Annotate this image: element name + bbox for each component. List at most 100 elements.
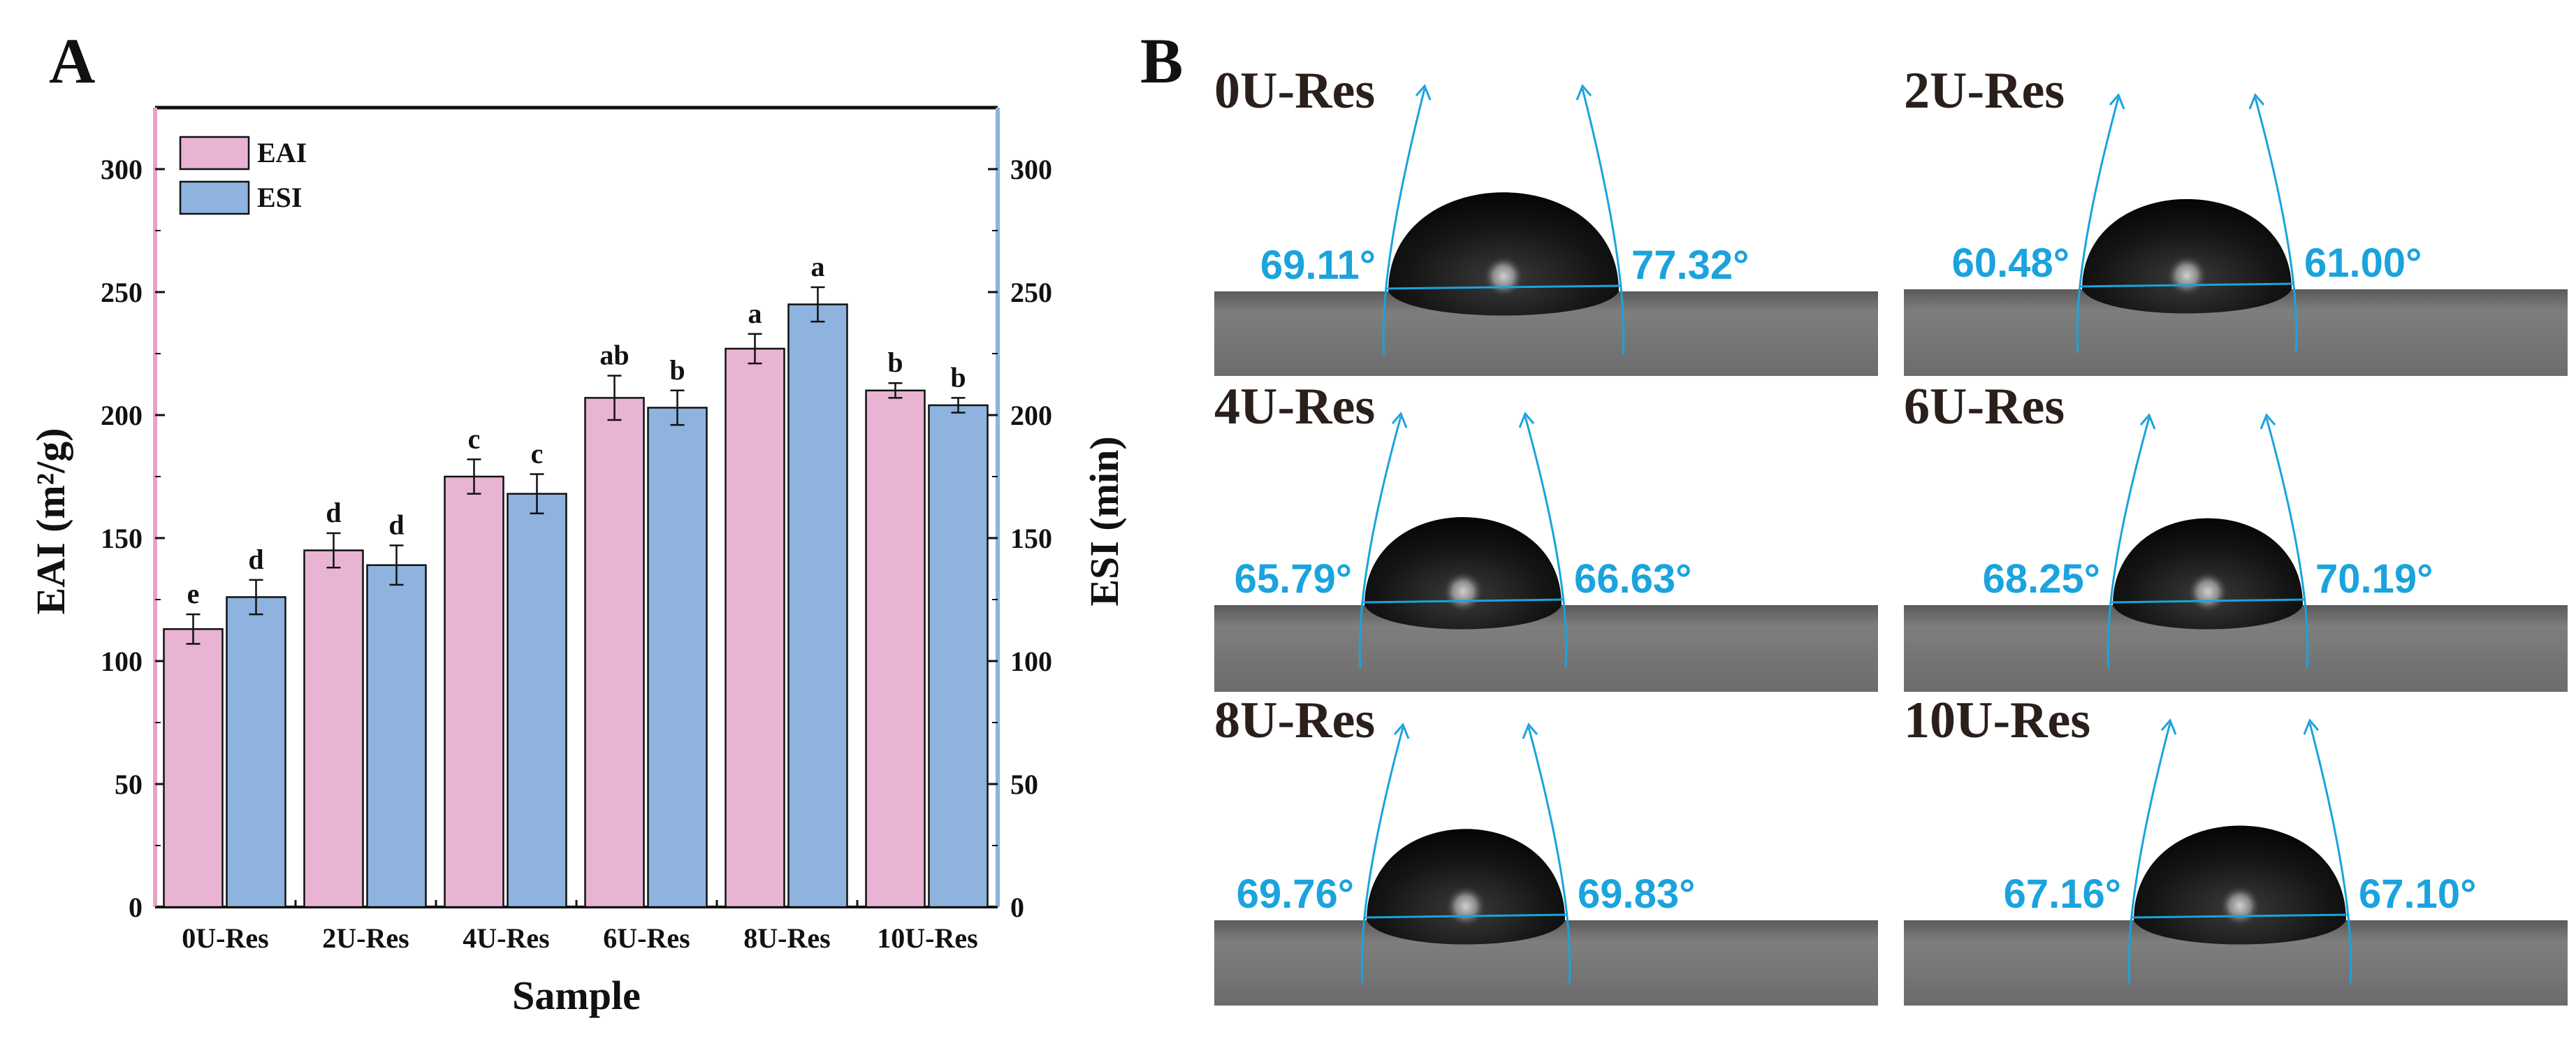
left-arrowhead <box>2109 93 2125 110</box>
legend-swatch-eai <box>179 136 250 171</box>
left-y-tick-label: 0 <box>129 892 143 923</box>
left-contact-angle: 69.11° <box>1260 242 1376 288</box>
bar-esi-4U-Res <box>507 493 567 908</box>
significance-letter-esi-4U-Res: c <box>531 437 544 469</box>
bar-esi-6U-Res <box>647 407 708 908</box>
left-contact-angle: 60.48° <box>1952 240 2069 286</box>
baseline <box>2109 598 2306 604</box>
droplet-title: 2U-Res <box>1904 62 2065 119</box>
x-tick-label-10U-Res: 10U-Res <box>877 922 977 954</box>
bar-esi-2U-Res <box>366 564 427 908</box>
left-arrowhead <box>2139 413 2156 430</box>
droplet-panel-6U-Res: 6U-Res 68.25° 70.19° <box>1904 378 2568 692</box>
droplet-panel-2U-Res: 2U-Res 60.48° 61.00° <box>1904 62 2568 376</box>
legend-label-esi: ESI <box>257 182 303 213</box>
droplet-reflection <box>2219 885 2261 927</box>
baseline <box>1385 284 1622 290</box>
significance-letter-eai-4U-Res: c <box>468 423 481 454</box>
x-tick-label-8U-Res: 8U-Res <box>743 922 830 954</box>
right-tangent-line <box>1581 88 1625 355</box>
right-y-tick-label: 300 <box>1010 154 1052 185</box>
significance-letter-esi-8U-Res: a <box>811 251 825 282</box>
droplet-title: 0U-Res <box>1214 62 1375 119</box>
bar-chart: 0 0 50 50 100 100 150 150 200 200 250 250 300 300 e d 0U… <box>28 106 1127 1018</box>
left-tangent-line <box>2076 97 2120 353</box>
left-arrowhead <box>1393 723 1410 739</box>
left-arrowhead <box>1415 84 1432 101</box>
panel-a-letter: A <box>49 25 95 96</box>
right-contact-angle: 67.10° <box>2359 871 2476 917</box>
bar-esi-10U-Res <box>928 404 989 908</box>
bar-eai-8U-Res <box>725 347 785 908</box>
significance-letter-eai-0U-Res: e <box>187 578 200 609</box>
x-axis-title: Sample <box>512 973 641 1018</box>
bar-eai-10U-Res <box>865 389 926 908</box>
right-tangent-line <box>1527 727 1571 984</box>
x-tick-label-2U-Res: 2U-Res <box>322 922 409 954</box>
left-arrowhead <box>1391 412 1408 428</box>
left-y-tick-label: 150 <box>101 523 143 554</box>
right-contact-angle: 61.00° <box>2304 240 2422 286</box>
droplet-reflection <box>1483 255 1525 298</box>
right-tangent-line <box>2308 723 2352 984</box>
contact-angle-grid: 0U-Res 69.11° 77.32° 2U-Res 60.48° 61.00° 4U-R… <box>1214 62 2568 1006</box>
right-contact-angle: 77.32° <box>1631 242 1749 288</box>
left-contact-angle: 65.79° <box>1235 556 1352 602</box>
droplet-panel-0U-Res: 0U-Res 69.11° 77.32° <box>1214 62 1878 376</box>
significance-letter-eai-2U-Res: d <box>326 497 341 528</box>
droplet-reflection <box>2166 254 2208 297</box>
significance-letter-eai-10U-Res: b <box>887 347 903 378</box>
bar-eai-6U-Res <box>584 397 645 908</box>
bar-eai-0U-Res <box>163 628 224 908</box>
significance-letter-esi-0U-Res: d <box>248 544 263 575</box>
significance-letter-esi-10U-Res: b <box>950 361 966 393</box>
right-y-tick-label: 50 <box>1010 769 1038 800</box>
significance-letter-eai-6U-Res: ab <box>599 340 629 371</box>
bar-eai-4U-Res <box>444 475 504 908</box>
baseline <box>2130 913 2350 919</box>
baseline <box>1361 598 1565 604</box>
bar-esi-8U-Res <box>787 303 848 908</box>
significance-letter-esi-2U-Res: d <box>388 509 404 541</box>
substrate <box>1214 605 1878 692</box>
right-arrowhead <box>1576 84 1592 101</box>
legend-swatch-esi <box>179 180 250 215</box>
left-tangent-line <box>2106 417 2151 669</box>
left-y-tick-label: 200 <box>101 400 143 431</box>
left-tangent-line <box>1382 88 1426 355</box>
panel-b-letter: B <box>1140 25 1183 96</box>
right-y-tick-label: 200 <box>1010 400 1052 431</box>
right-tangent-line <box>2254 97 2298 353</box>
droplet-panel-8U-Res: 8U-Res 69.76° 69.83° <box>1214 692 1878 1006</box>
right-contact-angle: 70.19° <box>2315 556 2433 602</box>
right-tangent-line <box>1524 416 1568 669</box>
right-y-tick-label: 250 <box>1010 277 1052 308</box>
baseline <box>2079 282 2295 288</box>
droplet <box>1388 192 1619 316</box>
x-tick-label-4U-Res: 4U-Res <box>463 922 549 954</box>
x-tick-label-0U-Res: 0U-Res <box>182 922 268 954</box>
significance-letter-eai-8U-Res: a <box>748 298 762 329</box>
right-y-tick-label: 100 <box>1010 646 1052 677</box>
left-tangent-line <box>2127 723 2171 984</box>
left-tangent-line <box>1358 416 1402 669</box>
left-y-tick-label: 300 <box>101 154 143 185</box>
droplet-panel-10U-Res: 10U-Res 67.16° 67.10° <box>1904 692 2568 1006</box>
droplet-title: 10U-Res <box>1904 692 2090 749</box>
bar-eai-2U-Res <box>303 549 364 908</box>
left-y-axis-title: EAI (m²/g) <box>28 428 73 614</box>
right-contact-angle: 66.63° <box>1574 556 1691 602</box>
left-contact-angle: 69.76° <box>1237 871 1354 917</box>
left-tangent-line <box>1360 727 1404 984</box>
droplet-reflection <box>1442 570 1484 613</box>
left-y-tick-label: 250 <box>101 277 143 308</box>
substrate <box>1214 920 1878 1006</box>
right-arrowhead <box>1518 412 1535 428</box>
baseline <box>1363 913 1569 919</box>
right-arrowhead <box>1522 723 1538 739</box>
droplet-title: 8U-Res <box>1214 692 1375 749</box>
left-y-tick-label: 50 <box>115 769 143 800</box>
right-arrowhead <box>2248 93 2265 110</box>
legend-label-eai: EAI <box>257 137 307 168</box>
